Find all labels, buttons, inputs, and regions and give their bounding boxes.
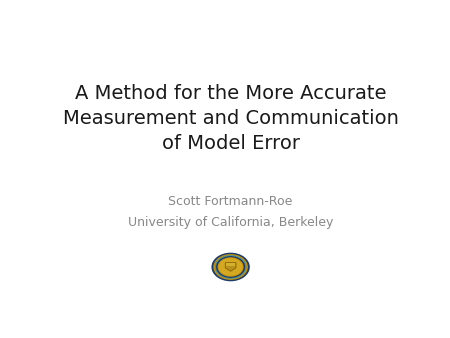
Ellipse shape [245, 265, 246, 266]
Ellipse shape [223, 257, 224, 258]
Ellipse shape [244, 271, 245, 272]
Ellipse shape [238, 257, 239, 258]
Polygon shape [225, 263, 236, 271]
Ellipse shape [236, 277, 237, 278]
Ellipse shape [217, 272, 218, 273]
Ellipse shape [230, 278, 231, 279]
Ellipse shape [218, 273, 219, 274]
Ellipse shape [215, 255, 246, 279]
Ellipse shape [219, 258, 243, 276]
Ellipse shape [216, 256, 245, 278]
Ellipse shape [238, 276, 239, 277]
Ellipse shape [234, 277, 235, 278]
Ellipse shape [212, 253, 250, 281]
Ellipse shape [213, 254, 248, 280]
Text: Scott Fortmann-Roe: Scott Fortmann-Roe [168, 195, 293, 209]
Ellipse shape [228, 278, 229, 279]
Text: A Method for the More Accurate
Measurement and Communication
of Model Error: A Method for the More Accurate Measureme… [63, 84, 399, 153]
Ellipse shape [244, 262, 245, 263]
Ellipse shape [236, 256, 237, 257]
Ellipse shape [242, 273, 243, 274]
Text: University of California, Berkeley: University of California, Berkeley [128, 216, 333, 229]
Ellipse shape [217, 261, 218, 262]
Ellipse shape [218, 257, 243, 277]
Ellipse shape [215, 265, 216, 266]
Ellipse shape [245, 268, 246, 269]
Ellipse shape [223, 276, 224, 277]
Ellipse shape [243, 272, 244, 273]
Polygon shape [226, 263, 235, 266]
Ellipse shape [216, 271, 217, 272]
Ellipse shape [243, 261, 244, 262]
Ellipse shape [216, 262, 217, 263]
Ellipse shape [226, 277, 227, 278]
Ellipse shape [215, 268, 216, 269]
Ellipse shape [232, 278, 233, 279]
